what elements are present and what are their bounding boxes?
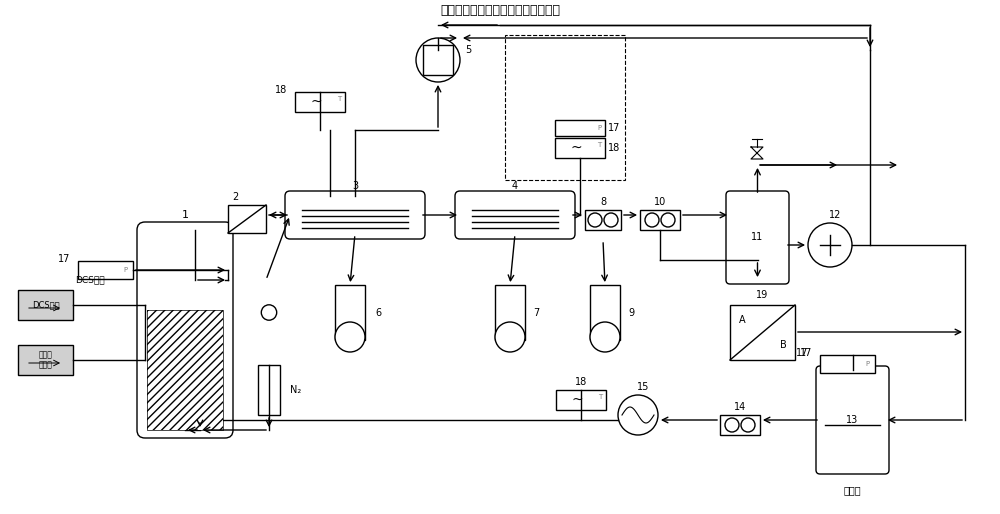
Bar (147, 310, 223, 430)
Text: 能耗监
测系统: 能耗监 测系统 (39, 351, 52, 370)
Bar (147, 310, 223, 430)
Text: B: B (780, 340, 786, 350)
Text: 3: 3 (352, 181, 358, 191)
Text: T: T (598, 394, 602, 400)
Text: A: A (739, 315, 745, 325)
Text: 原料气: 原料气 (844, 485, 861, 495)
Circle shape (416, 38, 460, 82)
Circle shape (495, 322, 525, 352)
Bar (228, 205, 266, 233)
Text: 多功能含碳物质热解评价装置及方法: 多功能含碳物质热解评价装置及方法 (440, 4, 560, 16)
Bar (730, 305, 795, 360)
Bar (555, 138, 605, 158)
Text: 15: 15 (637, 382, 649, 392)
Bar (78, 261, 133, 279)
Circle shape (604, 213, 618, 227)
Bar (423, 45, 453, 75)
Text: 13: 13 (846, 415, 859, 425)
Text: 12: 12 (829, 210, 841, 220)
Text: P: P (597, 125, 601, 131)
Circle shape (725, 418, 739, 432)
FancyBboxPatch shape (726, 191, 789, 284)
Circle shape (645, 213, 659, 227)
Text: 11: 11 (751, 232, 764, 243)
Text: P: P (865, 361, 869, 367)
Bar (555, 120, 605, 136)
Text: 17: 17 (796, 348, 808, 358)
Circle shape (335, 322, 365, 352)
Circle shape (808, 223, 852, 267)
Text: 10: 10 (654, 197, 666, 207)
Text: 6: 6 (375, 307, 381, 318)
Text: 18: 18 (608, 143, 620, 153)
Text: 18: 18 (575, 377, 587, 387)
Text: 4: 4 (512, 181, 518, 191)
Text: N₂: N₂ (290, 385, 301, 395)
Text: 9: 9 (628, 307, 634, 318)
Bar (18, 345, 73, 375)
Text: 18: 18 (275, 85, 287, 95)
Bar (18, 290, 73, 320)
Text: 5: 5 (465, 45, 471, 55)
Text: 17: 17 (58, 254, 70, 264)
Bar (640, 210, 680, 230)
Text: ~: ~ (310, 95, 322, 109)
Bar (590, 285, 620, 340)
Text: P: P (123, 267, 127, 273)
Text: 19: 19 (756, 290, 769, 300)
FancyBboxPatch shape (455, 191, 575, 239)
Text: DCS系统: DCS系统 (75, 276, 105, 285)
Bar (585, 210, 621, 230)
Circle shape (741, 418, 755, 432)
Text: 17: 17 (800, 348, 812, 358)
Bar (820, 355, 875, 373)
FancyBboxPatch shape (137, 222, 233, 438)
Bar (495, 285, 525, 340)
Text: 8: 8 (600, 197, 606, 207)
Text: T: T (597, 142, 601, 148)
Bar (720, 415, 760, 435)
Bar (295, 92, 345, 112)
FancyBboxPatch shape (816, 366, 889, 474)
Circle shape (261, 305, 277, 320)
Text: ~: ~ (570, 141, 582, 155)
Circle shape (618, 395, 658, 435)
Bar (335, 285, 365, 340)
Text: T: T (337, 96, 341, 102)
Circle shape (590, 322, 620, 352)
Bar (258, 365, 280, 415)
Text: 7: 7 (533, 307, 539, 318)
Circle shape (661, 213, 675, 227)
Text: 2: 2 (232, 192, 238, 202)
Text: 17: 17 (608, 123, 620, 133)
Text: 1: 1 (182, 210, 188, 220)
Bar (556, 390, 606, 410)
Circle shape (588, 213, 602, 227)
FancyBboxPatch shape (285, 191, 425, 239)
Text: DCS系统: DCS系统 (32, 301, 59, 309)
Bar (505, 35, 625, 180)
Text: ~: ~ (571, 393, 583, 407)
Text: 14: 14 (734, 402, 746, 412)
